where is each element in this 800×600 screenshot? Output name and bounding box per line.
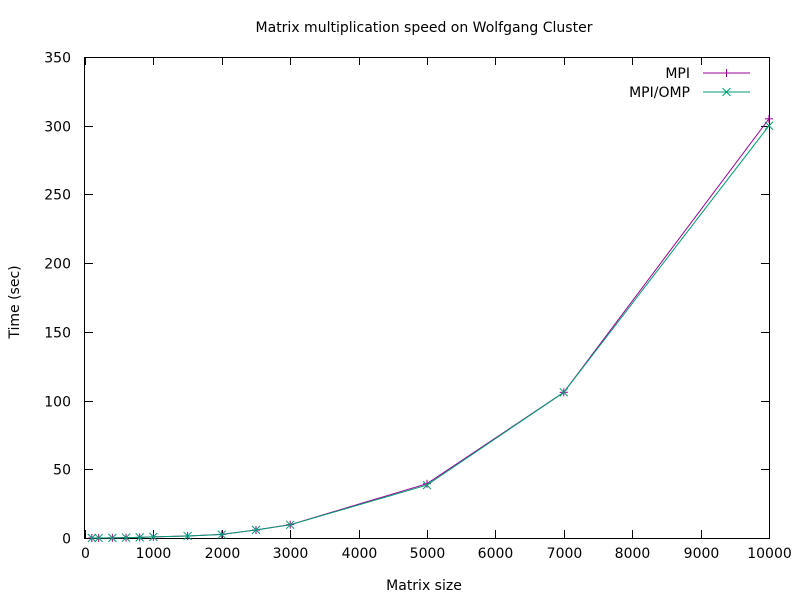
chart-title: Matrix multiplication speed on Wolfgang …: [256, 20, 593, 36]
y-tick-label: 300: [44, 120, 71, 136]
data-point: [559, 387, 569, 397]
y-axis-label: Time (sec): [7, 265, 23, 339]
y-tick-label: 200: [44, 257, 71, 273]
data-point: [217, 530, 227, 539]
legend-marker: [722, 87, 731, 97]
data-point: [422, 480, 432, 490]
data-point: [108, 533, 117, 543]
series-mpi-omp: [87, 121, 774, 543]
data-point: [183, 531, 192, 541]
x-axis-label: Matrix size: [386, 578, 462, 594]
data-point: [94, 533, 104, 543]
data-point: [149, 532, 158, 542]
data-point: [87, 533, 97, 543]
x-tick-label: 8000: [615, 546, 651, 562]
plot-frame: [84, 57, 770, 539]
y-tick-label: 350: [44, 51, 71, 67]
x-tick-label: 1000: [136, 546, 172, 562]
y-tick-label: 150: [44, 326, 71, 342]
x-tick-label: 10000: [747, 546, 792, 562]
y-axis: 0 50 100 150 200 250 300 350: [44, 51, 769, 548]
x-tick-label: 9000: [684, 546, 720, 562]
data-point: [285, 520, 295, 530]
y-tick-label: 100: [44, 395, 71, 411]
x-tick-label: 5000: [410, 546, 446, 562]
series-mpi: [87, 114, 773, 542]
legend-label: MPI: [665, 66, 690, 82]
legend: MPI MPI/OMP: [629, 66, 750, 101]
series-line: [91, 118, 770, 539]
x-tick-label: 0: [81, 546, 90, 562]
data-point: [765, 114, 773, 123]
legend-marker: [722, 69, 731, 77]
y-tick-label: 250: [44, 188, 71, 204]
data-point: [121, 533, 131, 543]
x-tick-label: 6000: [478, 546, 514, 562]
data-point: [135, 533, 145, 542]
x-tick-label: 3000: [273, 546, 309, 562]
x-tick-label: 7000: [547, 546, 583, 562]
y-tick-label: 50: [53, 463, 71, 479]
x-tick-label: 4000: [342, 546, 378, 562]
data-point: [251, 525, 261, 535]
x-axis: 0 1000 2000 3000 4000 5000 6000 7000 8000 9000 100…: [81, 57, 792, 562]
legend-label: MPI/OMP: [629, 85, 690, 101]
y-tick-label: 0: [62, 532, 71, 548]
data-point: [764, 121, 774, 131]
series-line: [91, 125, 770, 539]
x-tick-label: 2000: [205, 546, 241, 562]
series-layer: [87, 114, 774, 543]
